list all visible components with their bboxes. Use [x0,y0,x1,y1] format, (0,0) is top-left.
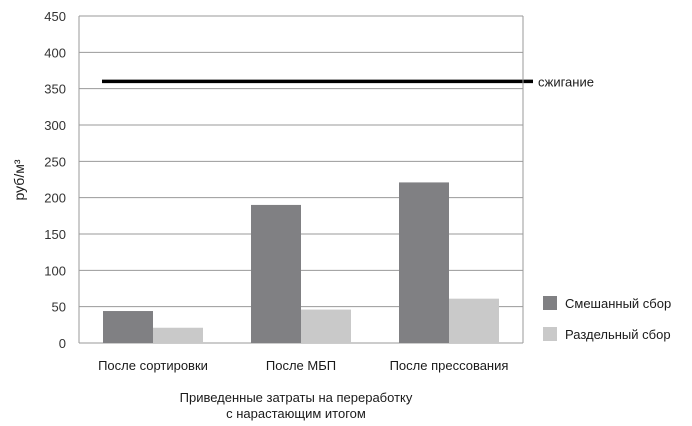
legend-label: Раздельный сбор [565,327,671,342]
caption-line-1: Приведенные затраты на переработку [180,390,413,405]
bar-separate-1 [153,327,203,343]
x-category-label: После МБП [266,358,336,373]
bars [103,182,499,343]
bar-mixed-2 [251,204,301,343]
y-tick-label: 0 [59,336,66,351]
y-tick-label: 300 [44,118,66,133]
reference-line-group: сжигание [102,74,594,89]
caption-line-2: с нарастающим итогом [226,406,366,421]
legend-label: Смешанный сбор [565,296,671,311]
y-tick-label: 350 [44,82,66,97]
legend: Смешанный сбор Раздельный сбор [543,296,671,342]
y-tick-label: 150 [44,227,66,242]
gridlines [79,15,523,344]
x-category-label: После прессования [390,358,509,373]
y-tick-label: 450 [44,9,66,24]
y-tick-label: 400 [44,45,66,60]
x-category-label: После сортировки [98,358,208,373]
axes: 0 50 100 150 200 250 300 350 400 450 После сортиро… [44,9,524,373]
bar-mixed-3 [399,182,449,343]
y-tick-label: 250 [44,154,66,169]
reference-line-label: сжигание [538,74,594,89]
bar-mixed-1 [103,311,153,343]
y-tick-label: 50 [52,300,66,315]
legend-swatch [543,327,557,341]
y-axis-title: руб/м³ [11,159,27,200]
y-tick-label: 100 [44,263,66,278]
y-tick-label: 200 [44,191,66,206]
bar-separate-2 [301,309,351,343]
bar-separate-3 [449,298,499,343]
legend-swatch [543,296,557,310]
